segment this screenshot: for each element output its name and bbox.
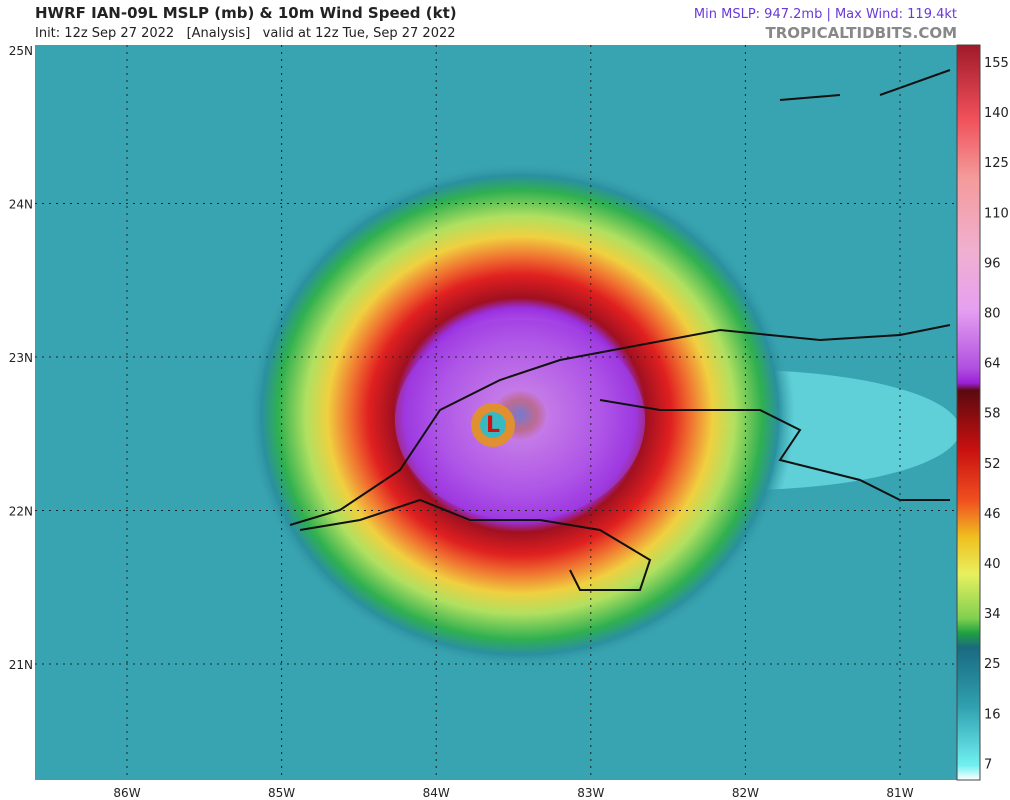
stats: Min MSLP: 947.2mb | Max Wind: 119.4kt <box>694 7 957 22</box>
colorbar-label: 7 <box>984 757 992 772</box>
eye <box>480 412 506 438</box>
colorbar-label: 110 <box>984 206 1009 221</box>
map: L <box>35 45 960 780</box>
colorbar-label: 46 <box>984 507 1001 522</box>
lon-label: 83W <box>577 786 604 800</box>
lon-label: 86W <box>113 786 140 800</box>
colorbar-label: 58 <box>984 407 1001 422</box>
lat-label: 21N <box>9 658 33 672</box>
colorbar-label: 40 <box>984 557 1001 572</box>
colorbar-label: 34 <box>984 607 1001 622</box>
lon-label: 82W <box>732 786 759 800</box>
colorbar-label: 25 <box>984 657 1001 672</box>
colorbar-label: 16 <box>984 707 1001 722</box>
colorbar-label: 52 <box>984 457 1001 472</box>
storm-core <box>395 320 645 520</box>
source: TROPICALTIDBITS.COM <box>766 24 958 42</box>
lon-label: 84W <box>423 786 450 800</box>
lon-label: 81W <box>886 786 913 800</box>
header: HWRF IAN-09L MSLP (mb) & 10m Wind Speed … <box>35 4 957 42</box>
colorbar-label: 155 <box>984 56 1009 71</box>
colorbar-label: 80 <box>984 307 1001 322</box>
colorbar-label: 140 <box>984 106 1009 121</box>
colorbar <box>956 44 981 781</box>
lat-label: 22N <box>9 505 33 519</box>
colorbar-label: 125 <box>984 156 1009 171</box>
title: HWRF IAN-09L MSLP (mb) & 10m Wind Speed … <box>35 4 457 22</box>
low-center-label: L <box>486 413 500 438</box>
lon-label: 85W <box>268 786 295 800</box>
coastline <box>289 69 951 591</box>
colorbar-label: 64 <box>984 357 1001 372</box>
lat-label: 24N <box>9 198 33 212</box>
lat-label: 25N <box>9 44 33 58</box>
axis-labels: 25N 24N 23N 22N 21N 86W 85W 84W 83W 82W 81W 155 140 1… <box>9 44 1009 800</box>
colorbar-label: 96 <box>984 256 1001 271</box>
lat-label: 23N <box>9 351 33 365</box>
subtitle: Init: 12z Sep 27 2022 [Analysis] valid a… <box>35 26 456 41</box>
